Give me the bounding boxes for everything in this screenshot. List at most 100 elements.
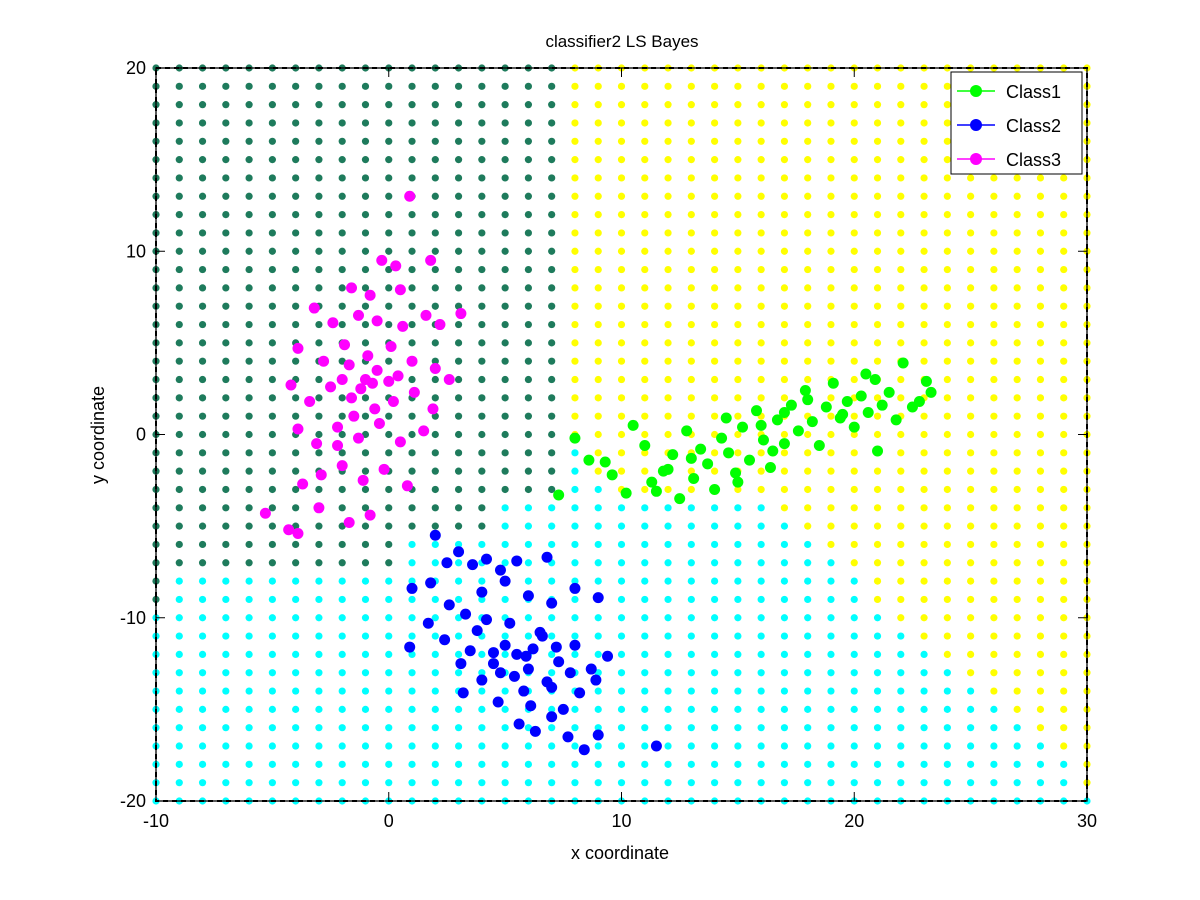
region-point-class2 bbox=[780, 742, 789, 750]
region-point-class1 bbox=[780, 101, 789, 109]
region-point-class3 bbox=[245, 559, 253, 567]
region-point-class1 bbox=[920, 229, 928, 237]
region-point-class1 bbox=[1013, 229, 1021, 237]
region-point-class1 bbox=[943, 394, 951, 402]
region-point-class1 bbox=[990, 669, 998, 677]
region-point-class3 bbox=[454, 394, 463, 402]
region-point-class3 bbox=[175, 339, 183, 347]
region-point-class1 bbox=[943, 284, 951, 292]
region-point-class1 bbox=[897, 467, 905, 475]
data-point bbox=[425, 254, 437, 266]
region-point-class1 bbox=[757, 211, 765, 219]
region-point-class3 bbox=[478, 211, 486, 219]
region-point-class3 bbox=[338, 412, 346, 420]
region-point-class1 bbox=[920, 467, 928, 475]
region-point-class1 bbox=[1060, 284, 1068, 292]
region-point-class2 bbox=[361, 705, 370, 713]
region-point-class2 bbox=[268, 724, 276, 732]
region-point-class2 bbox=[687, 504, 695, 512]
region-point-class2 bbox=[617, 559, 626, 567]
region-point-class3 bbox=[408, 375, 416, 384]
region-point-class1 bbox=[827, 156, 835, 164]
data-point bbox=[799, 385, 811, 397]
region-point-class3 bbox=[361, 101, 370, 109]
region-point-class1 bbox=[873, 192, 882, 200]
chart-title: classifier2 LS Bayes bbox=[545, 32, 698, 51]
region-point-class3 bbox=[501, 394, 509, 402]
region-point-class2 bbox=[198, 650, 207, 659]
region-point-class2 bbox=[524, 559, 533, 567]
region-point-class3 bbox=[198, 357, 207, 365]
region-point-class2 bbox=[664, 632, 672, 640]
region-point-class1 bbox=[943, 577, 951, 585]
region-point-class1 bbox=[780, 119, 789, 127]
region-point-class1 bbox=[594, 430, 602, 439]
region-point-class1 bbox=[641, 302, 649, 310]
region-point-class3 bbox=[268, 339, 276, 347]
region-point-class1 bbox=[1060, 559, 1068, 567]
region-point-class1 bbox=[967, 522, 975, 530]
region-point-class1 bbox=[757, 375, 765, 384]
region-point-class3 bbox=[385, 101, 393, 109]
data-point bbox=[292, 527, 304, 539]
region-point-class2 bbox=[268, 650, 276, 659]
region-point-class1 bbox=[641, 449, 649, 457]
region-point-class1 bbox=[990, 174, 998, 182]
region-point-class3 bbox=[198, 320, 207, 329]
region-point-class1 bbox=[943, 540, 951, 549]
region-point-class1 bbox=[827, 430, 835, 439]
data-point bbox=[522, 663, 534, 675]
data-point bbox=[371, 315, 383, 327]
data-point bbox=[336, 374, 348, 386]
region-point-class1 bbox=[850, 192, 858, 200]
region-point-class2 bbox=[175, 632, 183, 640]
data-point bbox=[492, 696, 504, 708]
region-point-class2 bbox=[757, 779, 765, 787]
region-point-class2 bbox=[711, 577, 719, 585]
region-point-class3 bbox=[245, 412, 253, 420]
region-point-class2 bbox=[711, 540, 719, 549]
region-point-class1 bbox=[804, 485, 812, 494]
region-point-class3 bbox=[315, 412, 323, 420]
region-point-class1 bbox=[943, 265, 951, 274]
data-point bbox=[311, 438, 323, 450]
region-point-class3 bbox=[408, 156, 416, 164]
data-point bbox=[778, 407, 790, 419]
data-point bbox=[890, 414, 902, 426]
region-point-class3 bbox=[385, 559, 393, 567]
region-point-class3 bbox=[361, 302, 370, 310]
region-point-class2 bbox=[920, 742, 928, 750]
region-point-class3 bbox=[524, 265, 533, 274]
region-point-class3 bbox=[501, 320, 509, 329]
region-point-class2 bbox=[454, 742, 463, 750]
data-point bbox=[841, 396, 853, 408]
region-point-class1 bbox=[967, 265, 975, 274]
region-point-class1 bbox=[1013, 284, 1021, 292]
region-point-class2 bbox=[1013, 742, 1021, 750]
region-point-class1 bbox=[1013, 687, 1021, 695]
region-point-class3 bbox=[385, 302, 393, 310]
region-point-class2 bbox=[757, 522, 765, 530]
region-point-class2 bbox=[943, 724, 951, 732]
region-point-class3 bbox=[315, 211, 323, 219]
region-point-class2 bbox=[338, 742, 346, 750]
region-point-class3 bbox=[268, 504, 276, 512]
region-point-class3 bbox=[245, 101, 253, 109]
region-point-class2 bbox=[804, 669, 812, 677]
data-point bbox=[527, 643, 539, 655]
region-point-class2 bbox=[734, 540, 742, 549]
region-point-class1 bbox=[897, 485, 905, 494]
region-point-class3 bbox=[431, 82, 439, 90]
region-point-class1 bbox=[571, 229, 579, 237]
region-point-class3 bbox=[454, 137, 463, 145]
data-point bbox=[420, 309, 432, 321]
region-point-class3 bbox=[431, 412, 439, 420]
region-point-class1 bbox=[1036, 650, 1045, 659]
region-point-class3 bbox=[501, 485, 509, 494]
region-point-class2 bbox=[641, 724, 649, 732]
region-point-class2 bbox=[804, 595, 812, 604]
region-point-class2 bbox=[245, 724, 253, 732]
region-point-class1 bbox=[687, 211, 695, 219]
data-point bbox=[455, 308, 467, 320]
region-point-class1 bbox=[967, 357, 975, 365]
